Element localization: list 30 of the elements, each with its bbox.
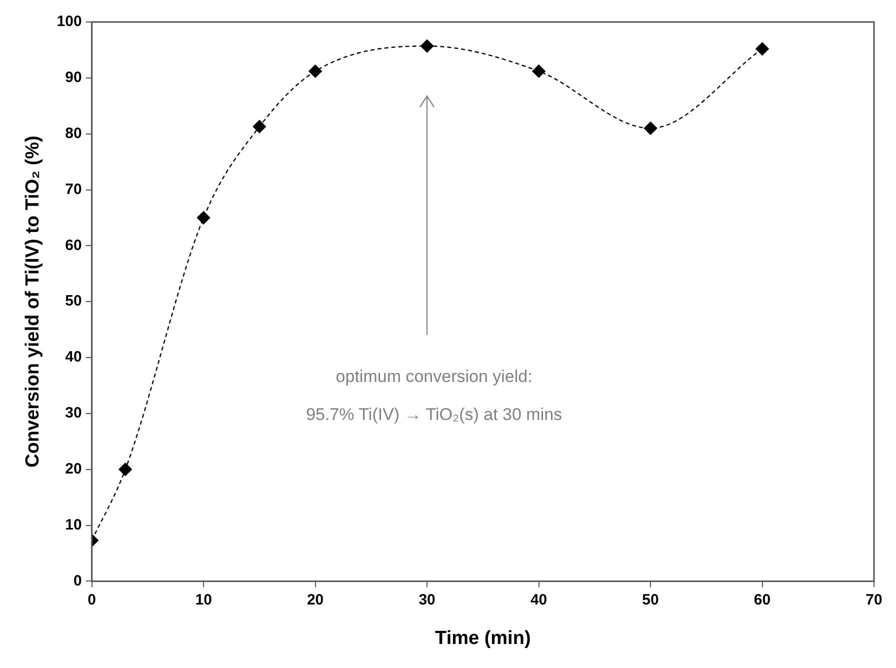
y-tick-label: 70 [65,180,82,198]
x-tick-label: 0 [88,591,96,608]
point [756,42,769,56]
y-axis-title: Conversion yield of Ti(IV) to TiO₂ (%) [22,136,44,468]
x-tick-label: 50 [642,591,659,608]
x-tick-label: 30 [418,591,436,608]
x-tick-label: 20 [306,591,324,608]
x-tick-label: 70 [866,591,882,608]
point [644,122,658,135]
y-tick-label: 30 [65,404,82,422]
x-tick-label: 40 [530,591,548,608]
point [118,462,132,476]
y-tick-label: 80 [65,124,82,142]
annotation: optimum conversion yield: 95.7% Ti(IV) → TiO₂(s) at 30 mins [305,366,564,426]
x-axis-title: Time (min) [435,628,531,649]
point [308,64,322,78]
y-tick-label: 10 [65,516,82,534]
y-tick-label: 50 [65,292,82,310]
y-tick-label: 0 [73,572,82,590]
point [420,39,434,53]
x-tick-label: 60 [754,591,771,608]
y-tick-label: 90 [65,69,82,86]
point [532,64,546,78]
point [196,211,210,224]
point [252,120,266,134]
x-tick-label: 10 [195,591,212,608]
y-tick-label: 100 [56,13,82,30]
y-tick-label: 20 [65,460,82,478]
y-tick-label: 60 [65,236,82,254]
y-tick-label: 40 [65,348,82,366]
